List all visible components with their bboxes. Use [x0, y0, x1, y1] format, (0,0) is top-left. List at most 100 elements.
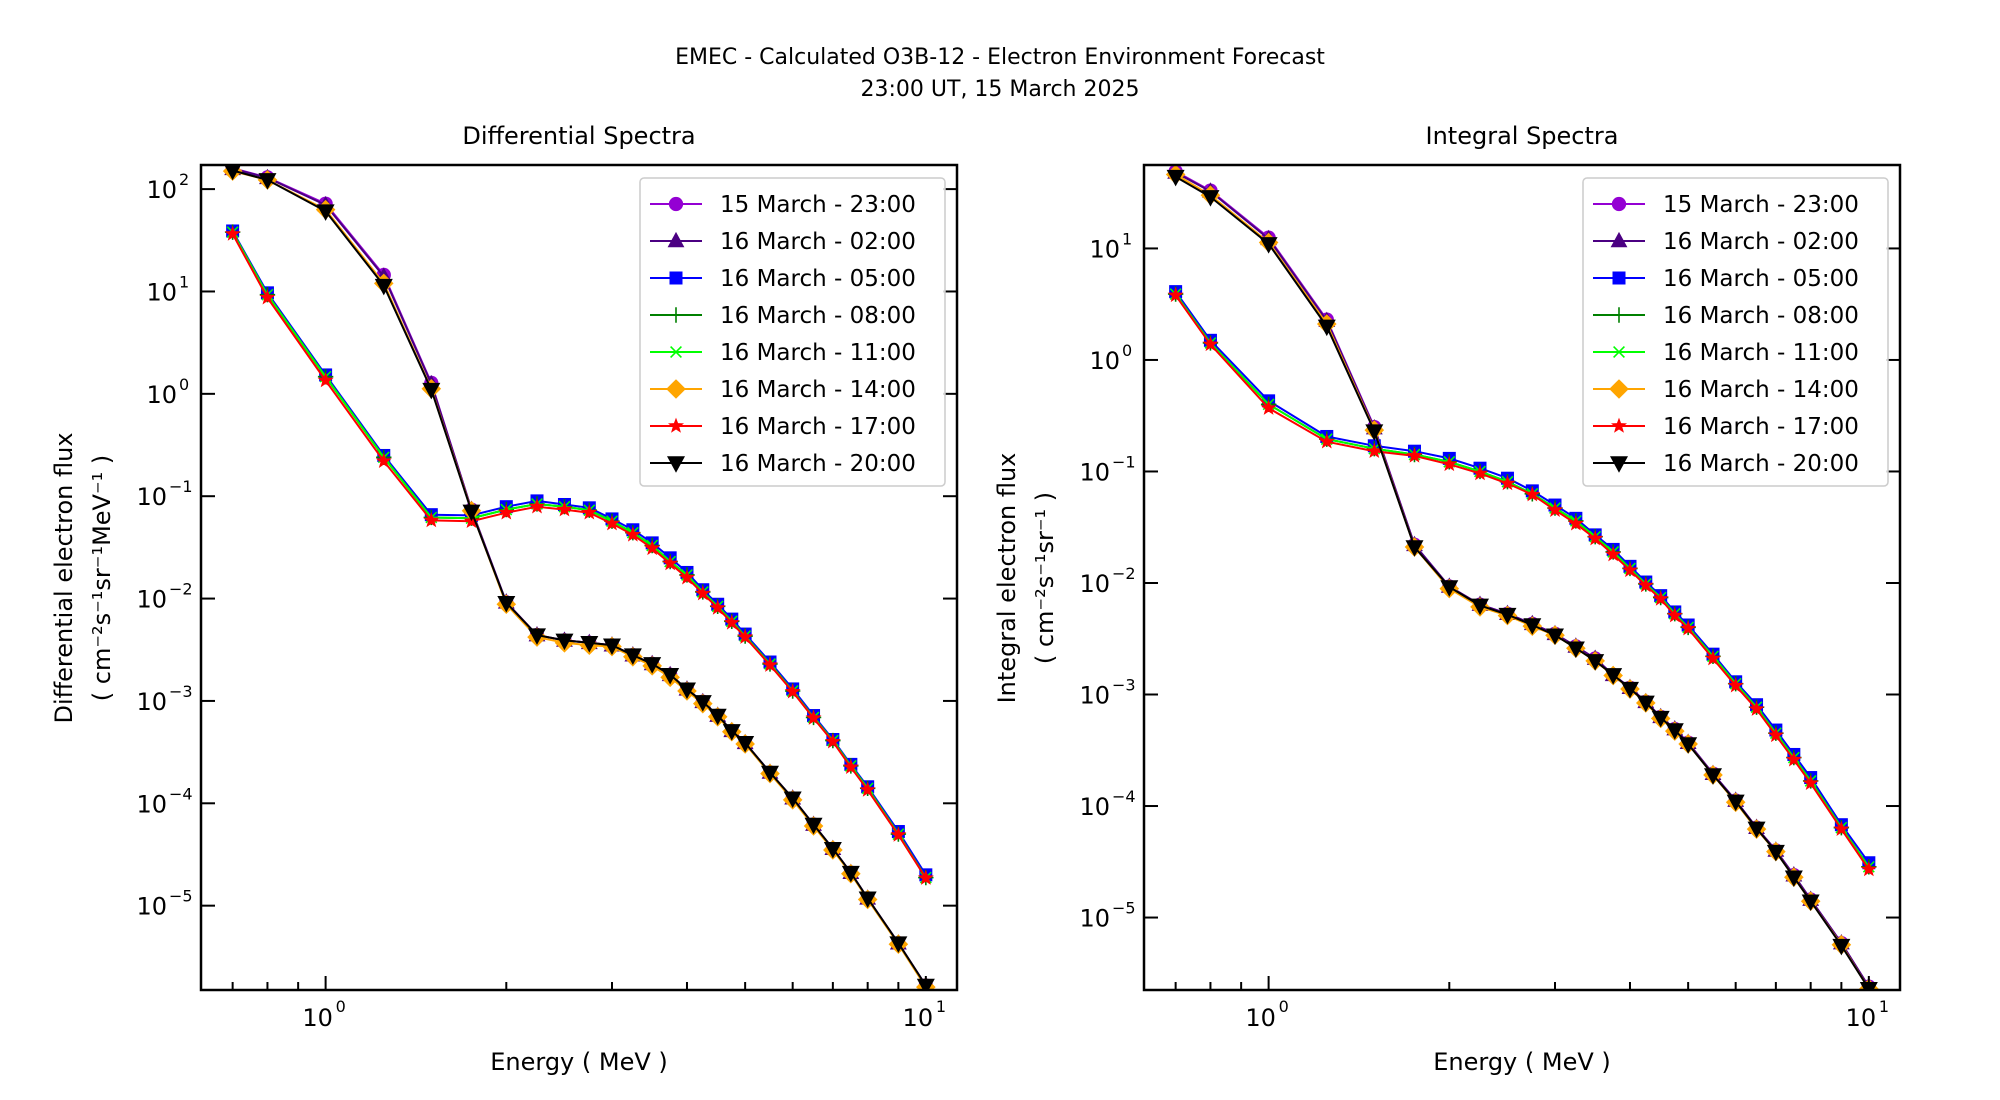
differential-data-point — [604, 515, 620, 531]
differential-legend-item: 16 March - 14:00 — [650, 377, 916, 403]
integral-data-point — [1860, 861, 1877, 877]
integral-data-point — [1498, 607, 1517, 625]
integral-data-point — [1260, 399, 1277, 415]
differential-y-tick-exponent: 2 — [179, 170, 189, 189]
differential-x-tick-label: 10 — [903, 1004, 934, 1032]
differential-data-point — [805, 709, 822, 725]
integral-data-point — [1747, 821, 1766, 839]
differential-data-point — [859, 781, 876, 797]
differential-data-point — [917, 869, 934, 885]
differential-data-point — [644, 539, 661, 556]
integral-data-point — [1167, 286, 1184, 303]
integral-data-point — [1703, 768, 1722, 785]
differential-legend-marker-icon — [667, 456, 685, 473]
differential-data-point — [581, 504, 598, 520]
integral-data-point — [1637, 577, 1654, 593]
integral-y-axis-label-line2: ( cm⁻²s⁻¹sr⁻¹ ) — [1031, 492, 1059, 664]
integral-data-point — [1499, 475, 1516, 491]
integral-legend-item: 16 March - 14:00 — [1593, 377, 1859, 403]
differential-legend-marker-icon — [669, 271, 683, 285]
integral-y-axis-label-line1: Integral electron flux — [993, 453, 1021, 704]
differential-data-point — [842, 758, 859, 775]
integral-data-point — [1318, 433, 1335, 449]
differential-y-tick-label: 10 — [136, 790, 167, 818]
differential-x-tick-label: 10 — [302, 1004, 333, 1032]
integral-y-tick-label: 10 — [1089, 235, 1120, 263]
differential-data-point — [760, 765, 779, 783]
integral-data-point — [1523, 618, 1542, 635]
integral-data-point — [1566, 641, 1585, 658]
integral-data-point — [1766, 844, 1785, 862]
integral-legend-item: 16 March - 11:00 — [1593, 340, 1859, 366]
differential-legend-label: 16 March - 14:00 — [720, 377, 916, 403]
integral-data-point — [1605, 546, 1622, 562]
integral-spectra-title: Integral Spectra — [1426, 122, 1619, 150]
integral-series-6 — [1167, 286, 1877, 877]
integral-data-point — [1636, 695, 1655, 713]
differential-legend-marker-icon — [670, 346, 682, 358]
differential-legend-label: 16 March - 20:00 — [720, 451, 916, 477]
differential-data-point — [497, 596, 516, 613]
differential-data-point — [889, 936, 908, 953]
differential-legend-label: 16 March - 17:00 — [720, 414, 916, 440]
integral-data-point — [1406, 447, 1423, 463]
differential-y-tick-exponent: −5 — [169, 887, 193, 906]
integral-y-tick-label: 10 — [1079, 458, 1110, 486]
integral-data-point — [1545, 628, 1564, 645]
differential-y-tick-label: 10 — [136, 893, 167, 921]
integral-data-point — [1726, 794, 1745, 812]
differential-series-7 — [224, 165, 935, 990]
differential-data-point — [804, 817, 823, 835]
differential-y-tick-exponent: −2 — [169, 580, 193, 599]
integral-data-point — [1652, 590, 1669, 606]
differential-y-tick-exponent: −1 — [169, 477, 193, 496]
differential-legend-label: 16 March - 11:00 — [720, 340, 916, 366]
differential-spectra-title: Differential Spectra — [462, 122, 695, 150]
integral-data-point — [1767, 726, 1784, 743]
integral-data-point — [1679, 737, 1698, 754]
differential-legend-label: 16 March - 08:00 — [720, 303, 916, 329]
differential-data-point — [498, 504, 515, 520]
integral-data-point — [1440, 580, 1459, 597]
integral-legend-label: 15 March - 23:00 — [1663, 192, 1859, 218]
differential-legend-marker-icon — [666, 379, 686, 399]
differential-y-tick-label: 10 — [136, 483, 167, 511]
integral-data-point — [1727, 677, 1744, 693]
integral-data-point — [1524, 486, 1541, 502]
integral-y-tick-label: 10 — [1079, 570, 1110, 598]
differential-legend-marker-icon — [668, 307, 684, 323]
integral-data-point — [1665, 723, 1684, 740]
integral-data-point — [1785, 751, 1802, 767]
differential-legend-marker-icon — [668, 196, 684, 212]
integral-y-tick-label: 10 — [1079, 682, 1110, 710]
differential-y-axis-label-line1: Differential electron flux — [50, 432, 78, 723]
differential-y-tick-label: 10 — [146, 176, 177, 204]
integral-data-point — [1470, 598, 1489, 616]
differential-data-point — [661, 668, 680, 685]
integral-y-tick-label: 10 — [1079, 905, 1110, 933]
integral-legend-item: 16 March - 17:00 — [1593, 414, 1859, 440]
differential-data-point — [316, 204, 335, 221]
differential-data-point — [527, 628, 546, 645]
integral-spectra-panel: Integral Spectra 10 0 10 110 110 010 −110 −210−… — [993, 122, 1902, 1076]
differential-data-point — [259, 289, 276, 305]
integral-legend-label: 16 March - 20:00 — [1663, 451, 1859, 477]
differential-legend-label: 15 March - 23:00 — [720, 192, 916, 218]
differential-data-point — [224, 165, 241, 181]
figure-title-line1: EMEC - Calculated O3B-12 - Electron Envi… — [675, 45, 1325, 70]
differential-data-point — [693, 695, 712, 712]
differential-y-tick-label: 10 — [136, 688, 167, 716]
integral-legend-box — [1582, 177, 1889, 487]
integral-y-tick-exponent: 1 — [1122, 229, 1132, 248]
differential-y-tick-exponent: −4 — [169, 784, 193, 803]
differential-data-point — [602, 638, 621, 655]
differential-legend: 15 March - 23:00 16 March - 02:00 16 March… — [639, 177, 946, 487]
integral-legend-marker-icon — [1613, 346, 1625, 358]
differential-data-point — [662, 555, 679, 571]
differential-data-point — [823, 841, 842, 859]
differential-axes-frame — [199, 163, 959, 992]
integral-data-point — [1259, 237, 1278, 254]
integral-y-tick-exponent: −1 — [1112, 452, 1136, 471]
differential-data-point — [529, 498, 545, 514]
integral-data-point — [1620, 681, 1639, 699]
